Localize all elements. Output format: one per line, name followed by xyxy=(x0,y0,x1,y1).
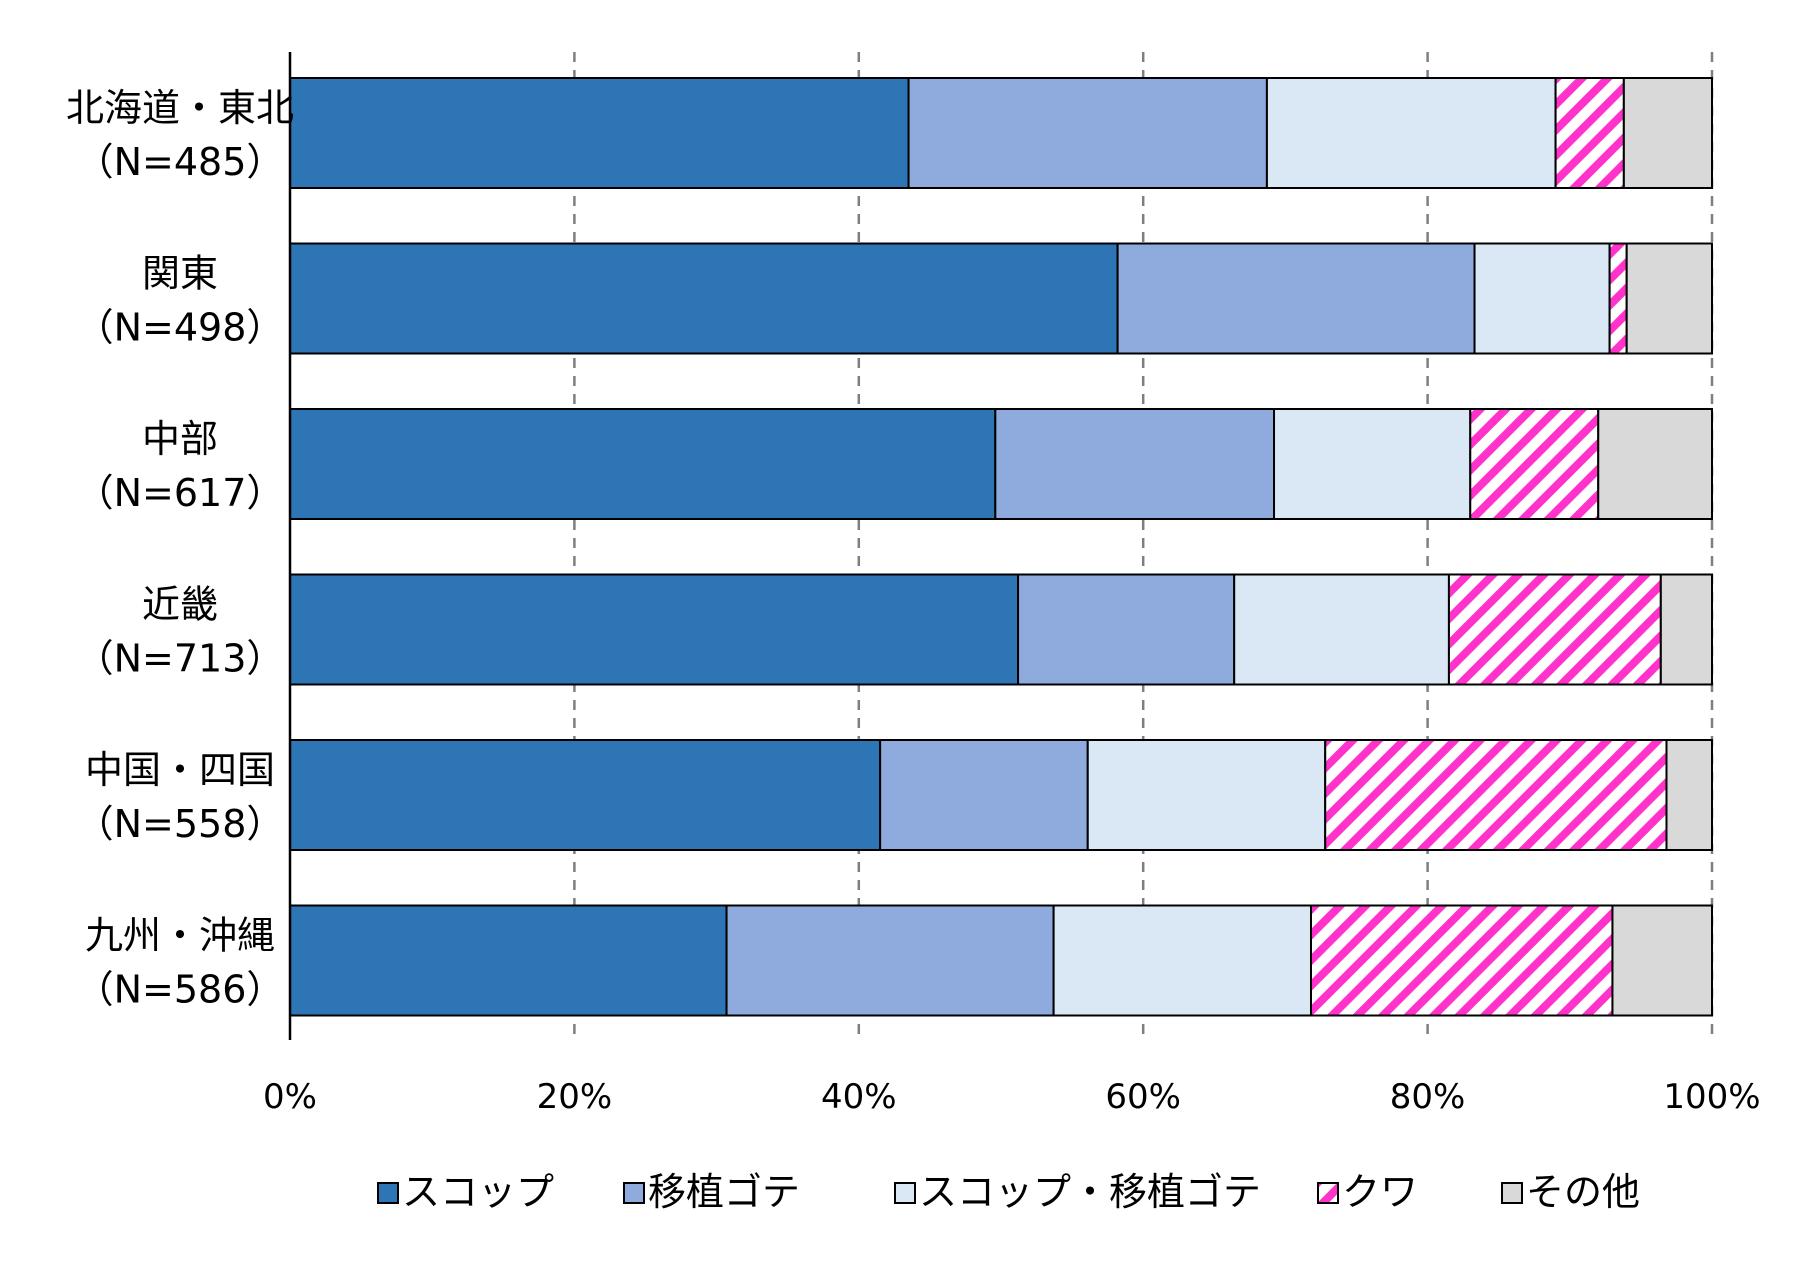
bar-segment xyxy=(1233,573,1450,686)
bar-segment xyxy=(879,739,1089,851)
category-label: 北海道・東北 xyxy=(66,86,294,130)
bar-segment xyxy=(289,573,1020,686)
x-tick-label: 60% xyxy=(1105,1077,1181,1117)
bar-segment xyxy=(1309,904,1614,1017)
bar-segment xyxy=(289,77,910,189)
legend-label: その他 xyxy=(1526,1170,1640,1214)
bar-segment xyxy=(1273,408,1472,520)
legend-swatch xyxy=(623,1182,645,1204)
legend-item: その他 xyxy=(1501,1170,1640,1214)
bar-segment xyxy=(289,242,1119,355)
bar-segment xyxy=(1665,739,1713,851)
legend-label: クワ xyxy=(1342,1170,1418,1214)
x-tick-label: 100% xyxy=(1663,1077,1760,1117)
bar-segment xyxy=(1625,242,1714,355)
legend-swatch xyxy=(377,1182,399,1204)
bar-segment xyxy=(1086,739,1327,851)
category-n-label: （N=498） xyxy=(76,306,285,350)
bar-segment xyxy=(289,408,997,520)
x-tick-labels: 0% 20% 40% 60% 80% 100% xyxy=(263,1077,1761,1117)
bar-segment xyxy=(994,408,1276,520)
bar-segment xyxy=(1447,573,1662,686)
bar-segment xyxy=(1608,242,1628,355)
legend-label: 移植ゴテ xyxy=(648,1170,800,1214)
bar-segment xyxy=(289,904,728,1017)
category-n-label: （N=617） xyxy=(76,471,285,515)
category-label: 近畿 xyxy=(142,583,218,627)
category-labels: 北海道・東北 （N=485） 関東 （N=498） 中部 （N=617） 近畿 （N=713）… xyxy=(66,86,294,1012)
bar-segment xyxy=(1265,77,1557,189)
category-n-label: （N=558） xyxy=(76,802,285,846)
bar-segment xyxy=(1611,904,1713,1017)
bar-segment xyxy=(725,904,1055,1017)
legend: スコップ 移植ゴテ スコップ・移植ゴテ クワ その他 xyxy=(377,1170,1640,1214)
gridlines xyxy=(573,52,1714,1040)
category-label: 中国・四国 xyxy=(85,748,275,792)
category-label: 九州・沖縄 xyxy=(85,914,275,958)
bar-segment xyxy=(289,739,882,851)
legend-swatch xyxy=(894,1182,916,1204)
category-n-label: （N=586） xyxy=(76,968,285,1012)
legend-item: スコップ xyxy=(377,1170,554,1214)
bars xyxy=(289,77,1714,1017)
legend-label: スコップ xyxy=(402,1170,554,1214)
bar-segment xyxy=(1554,77,1625,189)
bar-segment xyxy=(1659,573,1713,686)
legend-item: クワ xyxy=(1317,1170,1418,1214)
bar-segment xyxy=(1473,242,1611,355)
bar-segment xyxy=(1597,408,1713,520)
category-n-label: （N=713） xyxy=(76,637,285,681)
legend-swatch xyxy=(1317,1182,1339,1204)
category-n-label: （N=485） xyxy=(76,140,285,184)
bar-segment xyxy=(1052,904,1312,1017)
category-label: 中部 xyxy=(142,417,218,461)
x-tick-label: 40% xyxy=(821,1077,897,1117)
legend-label: スコップ・移植ゴテ xyxy=(919,1170,1261,1214)
bar-segment xyxy=(907,77,1268,189)
x-tick-label: 80% xyxy=(1390,1077,1466,1117)
legend-item: スコップ・移植ゴテ xyxy=(894,1170,1261,1214)
bar-segment xyxy=(1622,77,1714,189)
x-tick-label: 20% xyxy=(537,1077,613,1117)
legend-swatch xyxy=(1501,1182,1523,1204)
bar-segment xyxy=(1324,739,1668,851)
bar-segment xyxy=(1116,242,1476,355)
bar-segment xyxy=(1017,573,1236,686)
legend-item: 移植ゴテ xyxy=(623,1170,800,1214)
x-tick-label: 0% xyxy=(263,1077,317,1117)
category-label: 関東 xyxy=(142,252,218,296)
bar-segment xyxy=(1469,408,1600,520)
